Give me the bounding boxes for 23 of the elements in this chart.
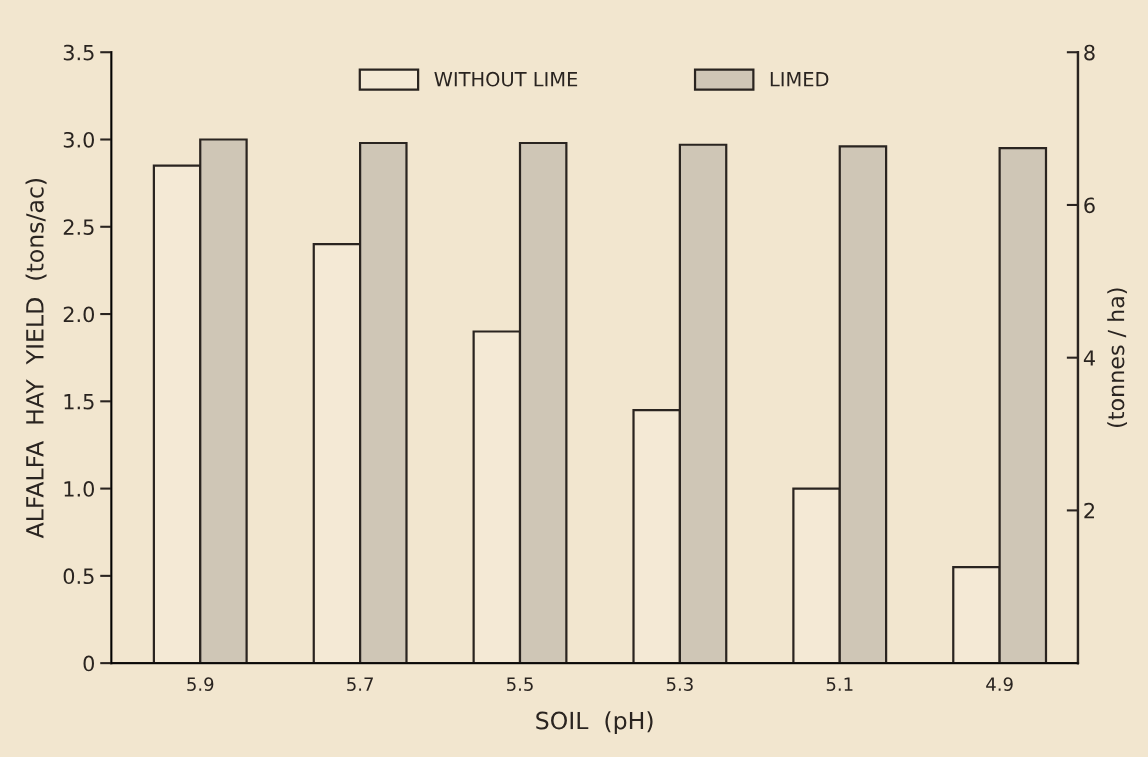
- x-tick-label: 5.5: [507, 677, 533, 691]
- y-tick-label: 2.5: [63, 219, 94, 235]
- y-tick-label: 1.5: [64, 394, 94, 410]
- y2-tick-label: 8: [1084, 44, 1095, 61]
- y-tick-label: 2.0: [63, 306, 94, 323]
- y-tick-label: 1.0: [64, 481, 94, 497]
- legend-label: WITHOUT LIME: [434, 71, 578, 87]
- x-tick-label: 5.7: [347, 677, 373, 691]
- y-axis-title: ALFALFA HAY YIELD (tons/ac): [25, 178, 47, 539]
- y2-tick-label: 4: [1083, 350, 1095, 366]
- y-tick-label: 3.0: [63, 131, 94, 148]
- x-tick-label: 4.9: [986, 677, 1013, 691]
- y-tick-label: 0: [83, 655, 94, 672]
- y2-axis-title: (tonnes / ha): [1107, 288, 1128, 427]
- x-tick-label: 5.1: [826, 677, 853, 691]
- y-tick-label: 0.5: [63, 568, 94, 585]
- x-tick-label: 5.3: [666, 677, 693, 691]
- legend-label: LIMED: [770, 72, 829, 87]
- y2-tick-label: 2: [1084, 502, 1094, 519]
- x-axis-title: SOIL (pH): [536, 711, 653, 735]
- y-tick-label: 3.5: [63, 44, 94, 61]
- x-tick-label: 5.9: [187, 677, 214, 691]
- y2-tick-label: 6: [1084, 197, 1095, 214]
